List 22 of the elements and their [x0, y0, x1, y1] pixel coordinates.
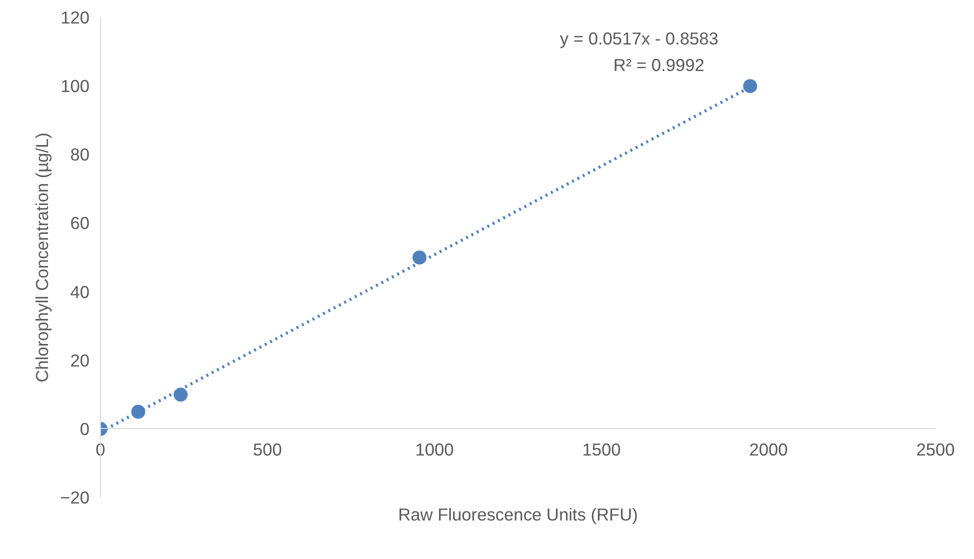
x-tick-label: 0: [96, 440, 106, 460]
y-tick-label: 60: [70, 213, 90, 234]
x-tick-label: 1500: [582, 440, 621, 460]
point: [131, 404, 146, 419]
x-tick-label: 500: [253, 440, 282, 460]
y-axis-title: Chlorophyll Concentration (µg/L): [32, 132, 52, 382]
y-tick-label: 20: [70, 350, 90, 370]
x-tick-label: 1000: [415, 440, 454, 460]
point: [743, 79, 758, 94]
point: [412, 250, 426, 264]
y-tick-label: −20: [60, 488, 90, 508]
annotation: y = 0.0517x - 0.8583: [560, 28, 718, 49]
point: [174, 388, 188, 402]
y-tick-label: 120: [60, 8, 90, 28]
x-axis-title: Raw Fluorescence Units (RFU): [398, 504, 638, 524]
annotation: R² = 0.9992: [613, 55, 704, 76]
y-tick-label: 40: [70, 282, 90, 302]
x-tick-label: 2500: [916, 440, 955, 460]
y-tick-label: 100: [60, 76, 90, 96]
y-tick-label: 0: [80, 418, 90, 439]
y-tick-label: 80: [70, 144, 90, 165]
x-tick-label: 2000: [749, 440, 788, 460]
